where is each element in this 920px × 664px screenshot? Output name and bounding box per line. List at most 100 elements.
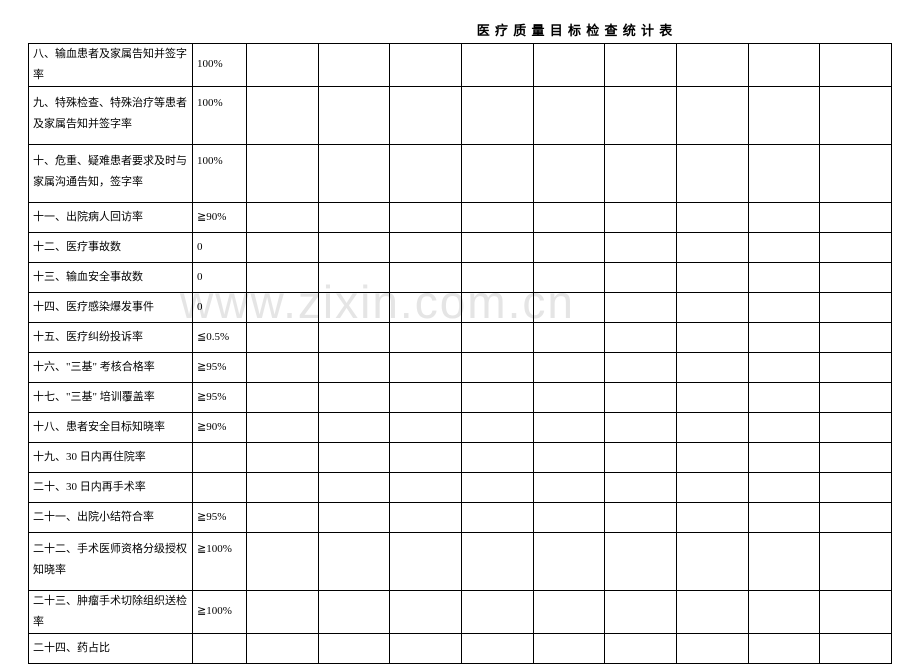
blank-cell: [605, 590, 677, 633]
blank-cell: [318, 590, 390, 633]
indicator-label: 十一、出院病人回访率: [29, 202, 193, 232]
indicator-target: 0: [193, 292, 247, 322]
blank-cell: [461, 202, 533, 232]
indicator-label: 十四、医疗感染爆发事件: [29, 292, 193, 322]
blank-cell: [605, 352, 677, 382]
blank-cell: [247, 472, 319, 502]
blank-cell: [748, 532, 820, 590]
blank-cell: [533, 144, 605, 202]
indicator-target: ≧95%: [193, 502, 247, 532]
blank-cell: [247, 532, 319, 590]
blank-cell: [820, 202, 892, 232]
blank-cell: [461, 502, 533, 532]
blank-cell: [461, 472, 533, 502]
indicator-target: ≧95%: [193, 352, 247, 382]
blank-cell: [318, 86, 390, 144]
indicator-target: ≧100%: [193, 590, 247, 633]
blank-cell: [318, 292, 390, 322]
blank-cell: [676, 502, 748, 532]
blank-cell: [247, 202, 319, 232]
blank-cell: [390, 202, 462, 232]
blank-cell: [820, 472, 892, 502]
blank-cell: [676, 382, 748, 412]
blank-cell: [318, 262, 390, 292]
table-row: 十三、输血安全事故数0: [29, 262, 892, 292]
blank-cell: [247, 590, 319, 633]
table-row: 十四、医疗感染爆发事件0: [29, 292, 892, 322]
blank-cell: [676, 633, 748, 663]
blank-cell: [461, 232, 533, 262]
blank-cell: [820, 352, 892, 382]
table-row: 十八、患者安全目标知晓率≧90%: [29, 412, 892, 442]
blank-cell: [605, 633, 677, 663]
blank-cell: [748, 232, 820, 262]
blank-cell: [461, 86, 533, 144]
table-row: 二十三、肿瘤手术切除组织送检率≧100%: [29, 590, 892, 633]
blank-cell: [820, 442, 892, 472]
blank-cell: [605, 292, 677, 322]
blank-cell: [748, 44, 820, 87]
indicator-label: 十九、30 日内再住院率: [29, 442, 193, 472]
blank-cell: [318, 472, 390, 502]
blank-cell: [390, 322, 462, 352]
blank-cell: [748, 352, 820, 382]
table-row: 二十二、手术医师资格分级授权知晓率≧100%: [29, 532, 892, 590]
blank-cell: [605, 502, 677, 532]
indicator-target: ≧95%: [193, 382, 247, 412]
table-row: 十五、医疗纠纷投诉率≦0.5%: [29, 322, 892, 352]
page-title: 医 疗 质 量 目 标 检 查 统 计 表: [28, 20, 892, 39]
blank-cell: [820, 382, 892, 412]
blank-cell: [676, 532, 748, 590]
table-row: 十九、30 日内再住院率: [29, 442, 892, 472]
blank-cell: [318, 442, 390, 472]
blank-cell: [820, 590, 892, 633]
blank-cell: [461, 532, 533, 590]
table-row: 二十一、出院小结符合率≧95%: [29, 502, 892, 532]
blank-cell: [533, 382, 605, 412]
blank-cell: [247, 86, 319, 144]
blank-cell: [605, 442, 677, 472]
blank-cell: [247, 412, 319, 442]
blank-cell: [533, 532, 605, 590]
indicator-target: ≦0.5%: [193, 322, 247, 352]
table-row: 九、特殊检查、特殊治疗等患者及家属告知并签字率100%: [29, 86, 892, 144]
indicator-target: [193, 442, 247, 472]
blank-cell: [390, 442, 462, 472]
indicator-label: 十二、医疗事故数: [29, 232, 193, 262]
blank-cell: [318, 633, 390, 663]
blank-cell: [247, 262, 319, 292]
blank-cell: [461, 382, 533, 412]
blank-cell: [390, 86, 462, 144]
blank-cell: [461, 292, 533, 322]
indicator-label: 二十二、手术医师资格分级授权知晓率: [29, 532, 193, 590]
table-row: 八、输血患者及家属告知并签字率100%: [29, 44, 892, 87]
blank-cell: [748, 262, 820, 292]
blank-cell: [533, 352, 605, 382]
indicator-label: 十八、患者安全目标知晓率: [29, 412, 193, 442]
blank-cell: [318, 352, 390, 382]
blank-cell: [533, 202, 605, 232]
blank-cell: [748, 202, 820, 232]
blank-cell: [748, 412, 820, 442]
blank-cell: [748, 633, 820, 663]
blank-cell: [533, 502, 605, 532]
indicator-target: [193, 633, 247, 663]
blank-cell: [748, 382, 820, 412]
blank-cell: [748, 590, 820, 633]
blank-cell: [461, 322, 533, 352]
blank-cell: [820, 232, 892, 262]
blank-cell: [390, 532, 462, 590]
blank-cell: [676, 472, 748, 502]
blank-cell: [533, 262, 605, 292]
blank-cell: [390, 590, 462, 633]
blank-cell: [605, 262, 677, 292]
indicator-target: ≧90%: [193, 412, 247, 442]
indicator-label: 十三、输血安全事故数: [29, 262, 193, 292]
table-row: 二十四、药占比: [29, 633, 892, 663]
blank-cell: [318, 144, 390, 202]
blank-cell: [605, 202, 677, 232]
blank-cell: [533, 633, 605, 663]
blank-cell: [318, 532, 390, 590]
blank-cell: [390, 44, 462, 87]
blank-cell: [748, 86, 820, 144]
